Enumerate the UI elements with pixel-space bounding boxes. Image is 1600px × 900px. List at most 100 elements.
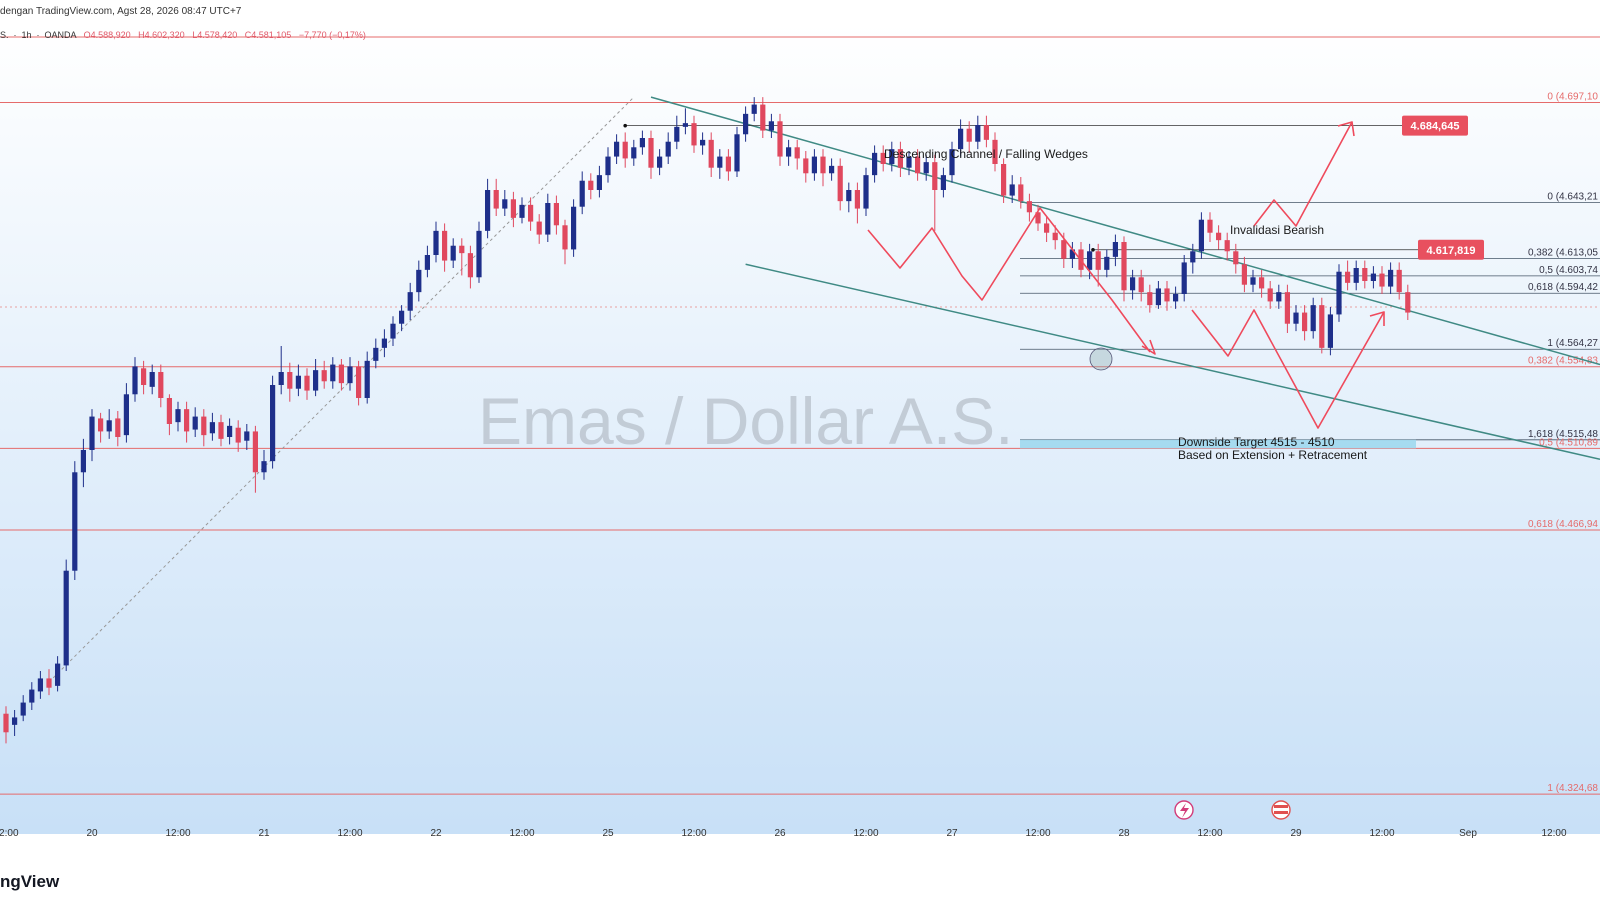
candle-body [252, 431, 258, 473]
candle-body [734, 134, 740, 172]
target-annotation-line2: Based on Extension + Retracement [1178, 448, 1368, 462]
candle-body [648, 138, 654, 168]
candle-body [751, 104, 757, 114]
candle-body [244, 431, 250, 441]
candle-body [1405, 292, 1411, 313]
candle-body [1104, 256, 1110, 270]
touch-point-circle [1089, 347, 1113, 371]
candle-body [1130, 277, 1136, 291]
pivot-anchor-dot [1091, 247, 1095, 252]
candle-body [37, 678, 43, 692]
candle-body [98, 418, 104, 432]
fib-level-label: 1 (4.564,27 [1547, 338, 1598, 349]
candle-body [872, 152, 878, 176]
fib-level-label: 0,618 (4.594,42 [1528, 282, 1598, 293]
candle-body [3, 713, 9, 733]
bearish-wave-path [867, 207, 1151, 353]
candle-body [545, 203, 551, 235]
candle-body [1336, 271, 1342, 315]
time-tick-label: 12:00 [0, 828, 19, 839]
candle-body [433, 230, 439, 255]
candle-body [588, 180, 594, 190]
candle-body [467, 253, 473, 278]
candle-body [1155, 288, 1161, 306]
candle-body [115, 418, 121, 437]
candle-body [493, 190, 499, 209]
candle-body [915, 156, 921, 174]
candle-body [1224, 240, 1230, 252]
candle-body [949, 149, 955, 176]
candle-body [12, 717, 18, 725]
timeframe-label[interactable]: 1h [21, 30, 32, 40]
resistance-anchor-dot [623, 123, 627, 128]
candle-body [975, 125, 981, 142]
candle-body [175, 409, 181, 423]
candle-body [1327, 314, 1333, 348]
exchange-label: OANDA [44, 30, 77, 40]
fib-levels-layer: 0 (4.697,10 0 (4.643,21 0,382 (4.613,05 0,5… [0, 92, 1600, 795]
candle-body [442, 230, 448, 261]
candle-body [1173, 294, 1179, 302]
candle-body [889, 149, 895, 164]
time-tick-label: 12:00 [681, 828, 706, 839]
time-tick-label: 22 [430, 828, 442, 839]
candle-body [794, 147, 800, 159]
candle-body [1233, 251, 1239, 265]
candle-body [768, 121, 774, 131]
candle-body [149, 372, 155, 387]
candle-body [29, 689, 35, 703]
fib-level-label: 0 (4.697,10 [1547, 92, 1598, 103]
ohlc-legend: S. · 1h · OANDA O4.588,920 H4.602,320 L4… [0, 30, 366, 40]
candle-body [1250, 277, 1256, 285]
brand-logo-text[interactable]: ngView [0, 872, 60, 891]
price-tag [1418, 239, 1484, 260]
candle-body [63, 570, 69, 666]
candle-body [622, 141, 628, 159]
candle-body [820, 156, 826, 174]
candle-body [1216, 232, 1222, 241]
candle-body [829, 165, 835, 174]
candle-body [528, 204, 534, 222]
candle-body [261, 461, 267, 473]
time-tick-label: 12:00 [1025, 828, 1050, 839]
candle-body [1164, 288, 1170, 302]
candle-body [1001, 164, 1007, 196]
target-annotation-line1: Downside Target 4515 - 4510 [1178, 435, 1335, 449]
time-tick-label: 12:00 [1541, 828, 1566, 839]
invalidation-annotation: Invalidasi Bearish [1230, 223, 1324, 237]
candle-body [287, 372, 293, 389]
time-tick-label: 12:00 [337, 828, 362, 839]
candle-body [459, 245, 465, 254]
candle-body [536, 221, 542, 235]
invalidation-path [1253, 121, 1353, 227]
candle-body [364, 360, 370, 398]
target-arrowhead [1369, 311, 1385, 326]
candle-body [1370, 273, 1376, 281]
time-tick-label: 12:00 [1197, 828, 1222, 839]
candle-body [932, 162, 938, 190]
candle-body [450, 245, 456, 261]
candle-body [1087, 251, 1093, 270]
time-tick-label: 12:00 [853, 828, 878, 839]
candle-body [1181, 262, 1187, 294]
candle-body [717, 156, 723, 168]
candle-body [227, 425, 233, 437]
candle-body [708, 139, 714, 168]
candle-body [1259, 277, 1265, 289]
time-tick-label: 12:00 [1369, 828, 1394, 839]
candle-body [519, 204, 525, 218]
candle-body [1009, 184, 1015, 196]
candle-body [1035, 212, 1041, 224]
candle-body [416, 269, 422, 293]
candle-body [201, 416, 207, 436]
candle-body [811, 156, 817, 174]
candle-body [166, 398, 172, 424]
candle-body [553, 203, 559, 226]
candle-body [1207, 219, 1213, 233]
candle-body [1362, 268, 1368, 281]
price-tag [1402, 115, 1468, 136]
candle-body [1061, 240, 1067, 259]
flag-stripe [1274, 805, 1288, 808]
candle-body [141, 368, 147, 385]
